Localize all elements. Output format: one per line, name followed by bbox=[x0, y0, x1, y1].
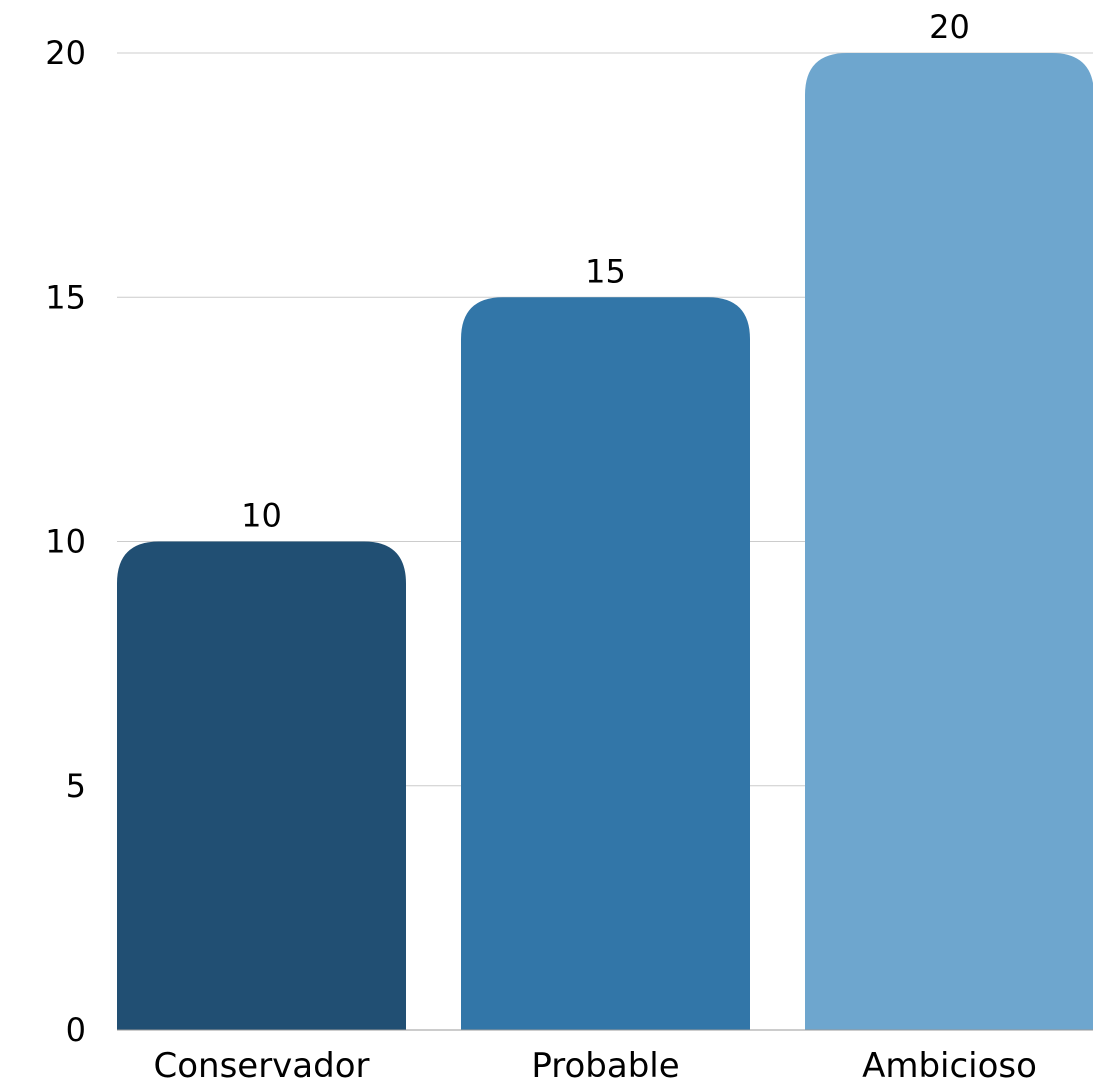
data-label: 15 bbox=[585, 252, 626, 290]
x-tick-label: Ambicioso bbox=[862, 1046, 1037, 1086]
bar-conservador bbox=[117, 541, 406, 1030]
y-tick-label: 0 bbox=[66, 1011, 86, 1049]
data-labels: 10 15 20 bbox=[241, 8, 970, 535]
data-label: 20 bbox=[929, 8, 970, 46]
x-axis-ticks: Conservador Probable Ambicioso bbox=[153, 1046, 1036, 1086]
y-tick-label: 10 bbox=[45, 523, 86, 561]
y-tick-label: 20 bbox=[45, 34, 86, 72]
bar-probable bbox=[461, 297, 750, 1030]
x-tick-label: Conservador bbox=[153, 1046, 369, 1086]
y-axis-ticks: 0 5 10 15 20 bbox=[45, 34, 86, 1049]
bar-ambicioso bbox=[805, 53, 1093, 1030]
bars bbox=[117, 53, 1093, 1030]
y-tick-label: 5 bbox=[66, 767, 86, 805]
data-label: 10 bbox=[241, 497, 282, 535]
y-tick-label: 15 bbox=[45, 278, 86, 316]
x-tick-label: Probable bbox=[531, 1046, 679, 1086]
